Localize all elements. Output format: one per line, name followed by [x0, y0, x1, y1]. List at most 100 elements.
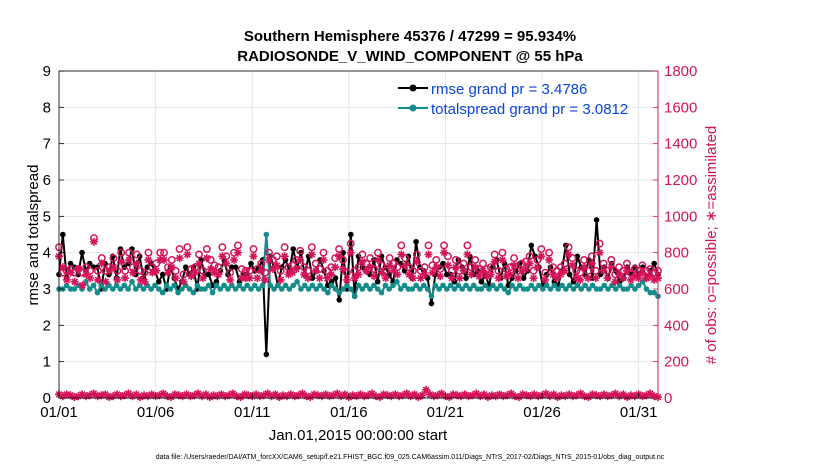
obs-assimilated-marker	[533, 263, 542, 272]
obs-assimilated-marker	[580, 263, 589, 272]
totalspread-point	[420, 282, 427, 289]
totalspread-point	[125, 286, 131, 292]
obs-assimilated-marker	[451, 263, 460, 272]
obs-possible-marker	[599, 259, 608, 268]
y-axis-label-right: # of obs: o=possible; ∗=assimilated	[703, 126, 720, 365]
totalspread-point	[428, 293, 435, 300]
obs-possible-marker	[109, 254, 118, 263]
totalspread-point	[589, 282, 596, 289]
obs-assimilated-marker	[397, 250, 406, 259]
obs-assimilated-marker	[362, 266, 371, 275]
obs-possible-marker	[420, 263, 429, 272]
totalspread-point	[63, 282, 70, 289]
totalspread-point	[555, 286, 561, 292]
obs-possible-marker	[479, 259, 487, 268]
obs-assimilated-marker	[490, 257, 499, 266]
obs-possible-marker	[117, 248, 126, 257]
totalspread-point	[424, 286, 431, 292]
rmse-point	[324, 282, 331, 289]
obs-possible-marker	[276, 266, 285, 275]
obs-possible-marker	[463, 241, 472, 250]
totalspread-point	[102, 286, 108, 292]
legend-totalspread-label: totalspread grand pr = 3.0812	[431, 101, 628, 118]
totalspread-point	[90, 282, 97, 289]
x-tick-label: 01/11	[234, 404, 270, 421]
totalspread-point	[620, 286, 627, 292]
totalspread-point	[647, 289, 654, 296]
obs-assimilated-marker	[486, 270, 495, 279]
obs-possible-marker	[335, 245, 344, 253]
obs-assimilated-marker	[272, 261, 281, 270]
totalspread-point	[355, 282, 362, 289]
obs-assimilated-marker	[257, 266, 266, 275]
obs-assimilated-marker	[202, 254, 211, 263]
obs-assimilated-marker	[576, 275, 585, 284]
obs-assimilated-marker	[607, 263, 616, 272]
obs-assimilated-marker	[529, 274, 538, 283]
x-tick-label: 01/26	[523, 404, 561, 421]
obs-assimilated-marker	[311, 266, 320, 275]
obs-assimilated-marker	[167, 263, 176, 272]
obs-possible-marker	[280, 243, 289, 252]
y-tick-label-right: 1200	[664, 172, 697, 189]
x-tick-label: 01/31	[620, 404, 658, 421]
totalspread-point	[628, 282, 634, 289]
obs-assimilated-marker	[389, 266, 398, 275]
rmse-point	[478, 278, 485, 285]
rmse-point	[79, 249, 85, 256]
rmse-point	[444, 271, 450, 278]
obs-bottom-marker	[549, 390, 558, 399]
totalspread-point	[94, 289, 101, 296]
y-tick-label-right: 800	[664, 245, 689, 262]
obs-assimilated-marker	[74, 265, 83, 274]
obs-assimilated-marker	[568, 261, 577, 270]
rmse-point	[309, 275, 316, 281]
obs-possible-marker	[249, 245, 258, 253]
rmse-point	[651, 260, 657, 267]
obs-possible-marker	[638, 261, 647, 270]
x-tick-label: 01/01	[40, 404, 78, 421]
totalspread-point	[636, 282, 642, 289]
obs-possible-marker	[424, 241, 433, 250]
obs-assimilated-marker	[638, 268, 647, 277]
obs-possible-marker	[311, 259, 320, 268]
totalspread-point	[282, 282, 289, 289]
obs-possible-marker	[537, 245, 546, 253]
totalspread-point	[371, 282, 377, 289]
totalspread-point	[213, 282, 220, 289]
totalspread-point	[612, 286, 619, 292]
obs-assimilated-marker	[160, 255, 169, 264]
obs-assimilated-marker	[218, 252, 227, 261]
obs-possible-marker	[412, 250, 421, 259]
obs-possible-marker	[595, 239, 604, 248]
obs-possible-marker	[132, 250, 141, 259]
totalspread-point	[490, 282, 496, 289]
totalspread-point	[547, 286, 554, 292]
obs-assimilated-marker	[541, 275, 550, 284]
totalspread-point	[236, 282, 243, 289]
totalspread-point	[179, 286, 185, 292]
obs-assimilated-marker	[175, 254, 184, 263]
totalspread-point	[478, 286, 485, 292]
y-axis-label-left: rmse and totalspread	[25, 165, 42, 306]
footer-data-file: data file: /Users/raeder/DAI/ATM_forcXX/…	[156, 454, 665, 461]
obs-assimilated-marker	[66, 268, 75, 277]
totalspread-point	[186, 286, 193, 292]
totalspread-point	[328, 282, 335, 289]
y-tick-label-right: 400	[664, 317, 689, 334]
obs-possible-marker	[510, 254, 519, 263]
totalspread-point	[447, 282, 454, 289]
totalspread-point	[244, 282, 250, 289]
obs-assimilated-marker	[338, 265, 347, 274]
totalspread-point	[71, 286, 78, 292]
totalspread-point	[182, 282, 189, 289]
obs-possible-marker	[358, 250, 367, 259]
totalspread-point	[167, 286, 174, 292]
totalspread-point	[267, 282, 273, 289]
obs-assimilated-marker	[494, 274, 503, 283]
totalspread-point	[225, 286, 231, 292]
obs-assimilated-marker	[288, 268, 297, 277]
totalspread-point	[252, 282, 258, 289]
rmse-point	[374, 278, 381, 285]
